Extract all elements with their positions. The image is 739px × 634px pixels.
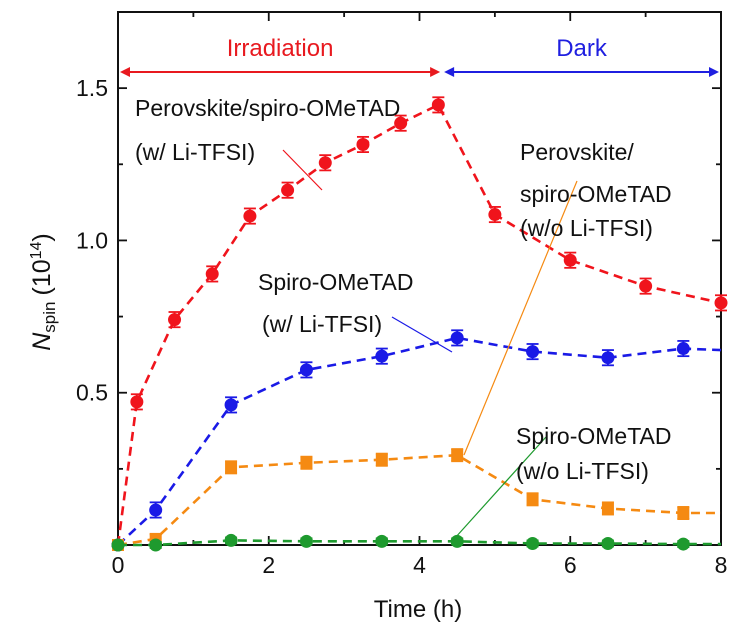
data-point-circle: [318, 156, 332, 170]
y-axis-label-sub: spin: [40, 302, 59, 333]
phase-arrowhead-right: [430, 67, 441, 77]
phase-arrowhead-left: [120, 67, 130, 77]
annotation-leader: [454, 436, 547, 539]
series-label: Spiro-OMeTAD: [516, 423, 672, 449]
data-point-circle: [281, 183, 295, 197]
phase-arrowhead-right: [709, 67, 719, 77]
y-tick-label: 0.5: [76, 380, 108, 406]
data-point-circle: [601, 351, 615, 365]
series-line: [117, 453, 721, 547]
y-axis-label-unit: (10: [28, 259, 56, 295]
data-point-circle: [394, 116, 408, 130]
y-axis-label-close: ): [28, 233, 56, 241]
x-tick-label: 0: [112, 552, 125, 578]
data-point-circle: [168, 313, 182, 327]
data-point-circle: [714, 296, 728, 310]
series-label: Perovskite/spiro-OMeTAD: [135, 95, 400, 121]
data-point-circle: [676, 537, 690, 551]
x-tick-label: 8: [715, 552, 728, 578]
data-point-square: [300, 456, 313, 469]
data-point-circle: [224, 398, 238, 412]
phase-label: Dark: [556, 35, 608, 62]
data-point-circle: [601, 536, 615, 550]
series-label: Spiro-OMeTAD: [258, 269, 414, 295]
series-line: [116, 103, 722, 546]
data-point-circle: [639, 279, 653, 293]
data-point-circle: [526, 536, 540, 550]
data-point-circle: [676, 342, 690, 356]
data-point-circle: [205, 267, 219, 281]
series-line: [117, 336, 722, 546]
data-point-circle: [243, 209, 257, 223]
data-point-circle: [450, 331, 464, 345]
data-point-circle: [488, 208, 502, 222]
annotation-leader: [282, 149, 323, 191]
data-point-circle: [149, 503, 163, 517]
series-label: (w/o Li-TFSI): [520, 215, 653, 241]
data-point-circle: [130, 395, 144, 409]
annotation-leader: [463, 180, 578, 456]
y-axis-label-exp: 14: [28, 241, 45, 259]
data-point-circle: [356, 137, 370, 151]
data-point-square: [601, 502, 614, 515]
y-tick-label: 1.5: [76, 75, 108, 101]
data-point-circle: [149, 538, 163, 552]
x-axis-label: Time (h): [374, 596, 462, 623]
data-point-circle: [299, 534, 313, 548]
phase-arrowhead-left: [444, 67, 455, 77]
series-label: (w/o Li-TFSI): [516, 458, 649, 484]
data-point-circle: [563, 253, 577, 267]
series-label: (w/ Li-TFSI): [262, 311, 382, 337]
data-point-square: [451, 449, 464, 462]
data-point-square: [375, 453, 388, 466]
y-axis-label: Nspin (1014): [28, 233, 59, 351]
data-point-circle: [299, 363, 313, 377]
series-line: [118, 539, 721, 547]
data-point-circle: [375, 534, 389, 548]
data-point-square: [677, 507, 690, 520]
x-tick-label: 6: [564, 552, 577, 578]
y-tick-label: 1.0: [76, 227, 108, 253]
data-point-square: [526, 493, 539, 506]
data-point-circle: [224, 533, 238, 547]
x-tick-label: 2: [262, 552, 275, 578]
y-axis-label-main: N: [28, 332, 56, 351]
series-label: Perovskite/: [520, 139, 634, 165]
annotation-leader: [391, 316, 453, 353]
series-label: (w/ Li-TFSI): [135, 139, 255, 165]
x-tick-label: 4: [413, 552, 426, 578]
data-point-circle: [450, 534, 464, 548]
phase-label: Irradiation: [227, 35, 334, 62]
data-point-circle: [111, 538, 125, 552]
data-point-circle: [431, 98, 445, 112]
data-point-circle: [375, 349, 389, 363]
series-label: spiro-OMeTAD: [520, 181, 672, 207]
data-point-square: [225, 461, 238, 474]
plot-area: 0 2 4 6 8 0.5 1.0 1.5 Irradiation Dark Perovskite/…: [76, 11, 728, 578]
data-point-circle: [526, 345, 540, 359]
